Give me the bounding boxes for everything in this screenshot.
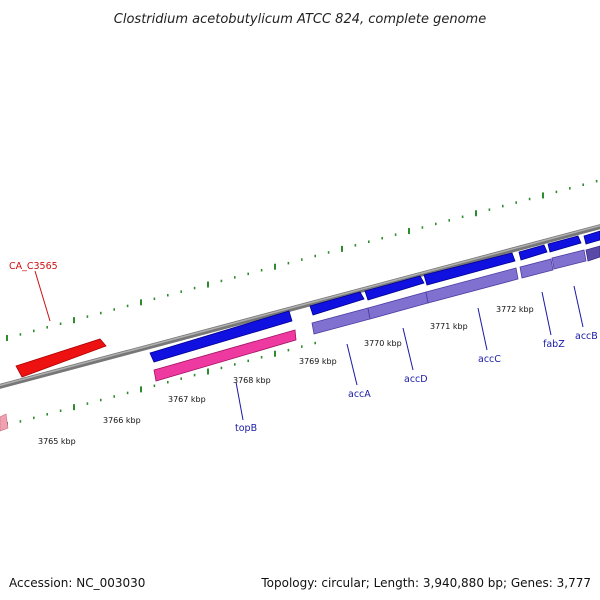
scale-label: 3770 kbp xyxy=(364,339,402,348)
gene-arrow-topb[interactable] xyxy=(153,329,297,382)
scale-label: 3767 kbp xyxy=(168,395,206,404)
gene-arrow-forward[interactable] xyxy=(364,275,425,301)
leader-line xyxy=(34,270,51,322)
leader-line xyxy=(346,343,358,386)
gene-features xyxy=(0,230,600,432)
map-title: Clostridium acetobutylicum ATCC 824, com… xyxy=(114,12,486,27)
gene-arrow-forward[interactable] xyxy=(547,235,582,253)
gene-labels: CA_C3565 topB accA accD accC fabZ accB xyxy=(9,261,598,434)
gene-arrow-reverse[interactable] xyxy=(585,245,600,262)
gene-label-ca-c3565[interactable]: CA_C3565 xyxy=(9,261,58,272)
gene-arrow-fabz[interactable] xyxy=(519,258,554,279)
gene-label-leaders xyxy=(34,270,584,421)
gene-arrow-ca-c3565[interactable] xyxy=(15,338,107,378)
gene-label-accc[interactable]: accC xyxy=(478,354,501,365)
gene-arrow-forward[interactable] xyxy=(518,244,548,261)
genome-summary-text: Topology: circular; Length: 3,940,880 bp… xyxy=(260,576,591,590)
backbone-highlight xyxy=(0,224,600,387)
gene-label-accb[interactable]: accB xyxy=(575,331,598,342)
gene-label-fabz[interactable]: fabZ xyxy=(543,339,565,350)
gene-arrow-forward[interactable] xyxy=(309,291,365,316)
tick-marks xyxy=(6,179,598,428)
leader-line xyxy=(235,381,244,421)
gene-arrow-partial[interactable] xyxy=(0,413,9,432)
gene-arrow-accc[interactable] xyxy=(425,267,519,304)
gene-label-acca[interactable]: accA xyxy=(348,389,371,400)
gene-label-topb[interactable]: topB xyxy=(235,423,257,434)
leader-line xyxy=(477,307,488,351)
gene-arrow-forward[interactable] xyxy=(423,252,516,286)
leader-line xyxy=(541,291,552,336)
scale-label: 3768 kbp xyxy=(233,376,271,385)
leader-line xyxy=(402,327,414,371)
backbone-line xyxy=(0,224,600,389)
gene-arrow-forward[interactable] xyxy=(149,310,293,363)
scale-label: 3769 kbp xyxy=(299,357,337,366)
accession-text: Accession: NC_003030 xyxy=(9,576,145,590)
scale-label: 3765 kbp xyxy=(38,437,76,446)
gene-arrow-forward[interactable] xyxy=(583,230,600,245)
scale-label: 3771 kbp xyxy=(430,322,468,331)
gene-label-accd[interactable]: accD xyxy=(404,374,428,385)
scale-label: 3772 kbp xyxy=(496,305,534,314)
gene-arrow-accb[interactable] xyxy=(551,249,587,270)
leader-line xyxy=(573,285,584,328)
scale-label: 3766 kbp xyxy=(103,416,141,425)
scale-labels: 3765 kbp 3766 kbp 3767 kbp 3768 kbp 3769… xyxy=(38,305,534,446)
